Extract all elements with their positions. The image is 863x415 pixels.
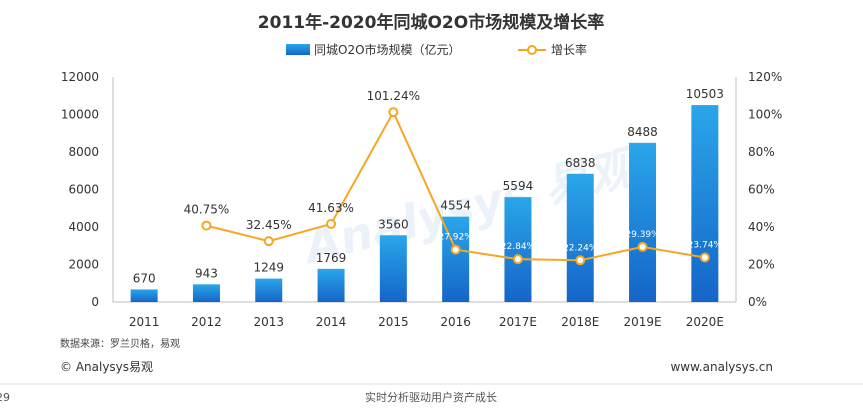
category-label: 2020E: [686, 315, 724, 329]
growth-value-label: 22.24%: [563, 243, 598, 253]
bar: [192, 284, 220, 302]
bar: [566, 173, 594, 302]
growth-value-label: 32.45%: [246, 218, 292, 232]
page-slogan: 实时分析驱动用户资产成长: [365, 390, 497, 404]
bar-value-label: 670: [133, 271, 156, 285]
growth-value-label: 22.84%: [501, 242, 536, 252]
website: www.analysys.cn: [670, 360, 773, 374]
growth-value-label: 29.39%: [625, 230, 660, 240]
bar-value-label: 10503: [686, 87, 724, 101]
legend-line-marker: [527, 45, 537, 55]
left-axis-tick: 12000: [61, 70, 99, 84]
category-label: 2016: [440, 315, 471, 329]
left-axis: 0 2000 4000 6000 8000 10000 12000: [61, 70, 99, 309]
left-axis-tick: 0: [91, 295, 99, 309]
bar-value-label: 1249: [253, 261, 284, 275]
bar-value-label: 943: [195, 266, 218, 280]
bar: [379, 235, 407, 302]
category-label: 2014: [316, 315, 347, 329]
category-label: 2012: [191, 315, 222, 329]
growth-value-label: 101.24%: [367, 89, 420, 103]
left-axis-tick: 4000: [68, 220, 99, 234]
legend: 同城O2O市场规模（亿元） 增长率: [286, 42, 587, 57]
growth-value-label: 27.92%: [438, 233, 473, 243]
right-axis-tick: 0%: [748, 295, 767, 309]
legend-bar-swatch: [286, 44, 310, 55]
copyright: © Analysys易观: [60, 360, 153, 374]
growth-value-label: 23.74%: [688, 240, 723, 250]
growth-point: [388, 107, 399, 118]
bar-value-label: 3560: [378, 217, 409, 231]
category-label: 2018E: [561, 315, 599, 329]
category-label: 2015: [378, 315, 409, 329]
bar-value-label: 1769: [316, 251, 347, 265]
growth-value-label: 41.63%: [308, 201, 354, 215]
category-label: 2017E: [499, 315, 537, 329]
right-axis: 0% 20% 40% 60% 80% 100% 120%: [748, 70, 782, 309]
bar-value-label: 8488: [627, 125, 658, 139]
left-axis-tick: 2000: [68, 258, 99, 272]
growth-point: [263, 236, 274, 247]
page-number: 29: [0, 391, 10, 404]
bar: [255, 278, 283, 302]
right-axis-tick: 40%: [748, 220, 775, 234]
right-axis-tick: 80%: [748, 145, 775, 159]
growth-point: [512, 254, 523, 265]
growth-point: [575, 255, 586, 266]
legend-line-label: 增长率: [551, 42, 587, 57]
bar: [130, 289, 158, 302]
bar: [629, 142, 657, 302]
right-axis-tick: 100%: [748, 108, 782, 122]
legend-bar-label: 同城O2O市场规模（亿元）: [314, 42, 461, 57]
chart-title: 2011年-2020年同城O2O市场规模及增长率: [258, 12, 604, 33]
growth-point: [637, 241, 648, 252]
right-axis-tick: 120%: [748, 70, 782, 84]
category-label: 2019E: [623, 315, 661, 329]
bars: 670 943 1249 1769 3560 4554 5594 6838 8488 10503: [130, 87, 724, 302]
bar: [691, 105, 719, 302]
bar-value-label: 6838: [565, 156, 596, 170]
bar-value-label: 5594: [503, 179, 534, 193]
growth-point: [326, 218, 337, 229]
bar: [317, 268, 345, 302]
bar-value-label: 4554: [440, 199, 471, 213]
category-labels: 2011 2012 2013 2014 2015 2016 2017E 2018E 2019E 2…: [129, 315, 724, 329]
growth-point: [450, 244, 461, 255]
category-label: 2011: [129, 315, 160, 329]
bar: [504, 197, 532, 302]
right-axis-tick: 20%: [748, 258, 775, 272]
right-axis-tick: 60%: [748, 183, 775, 197]
growth-point: [699, 252, 710, 263]
left-axis-tick: 10000: [61, 108, 99, 122]
growth-point: [201, 220, 212, 231]
category-label: 2013: [253, 315, 284, 329]
growth-value-label: 40.75%: [184, 203, 230, 217]
data-source: 数据来源：罗兰贝格，易观: [60, 337, 180, 350]
growth-line: 40.75% 32.45% 41.63% 101.24% 27.92% 22.84% 22.…: [184, 89, 723, 266]
left-axis-tick: 8000: [68, 145, 99, 159]
left-axis-tick: 6000: [68, 183, 99, 197]
